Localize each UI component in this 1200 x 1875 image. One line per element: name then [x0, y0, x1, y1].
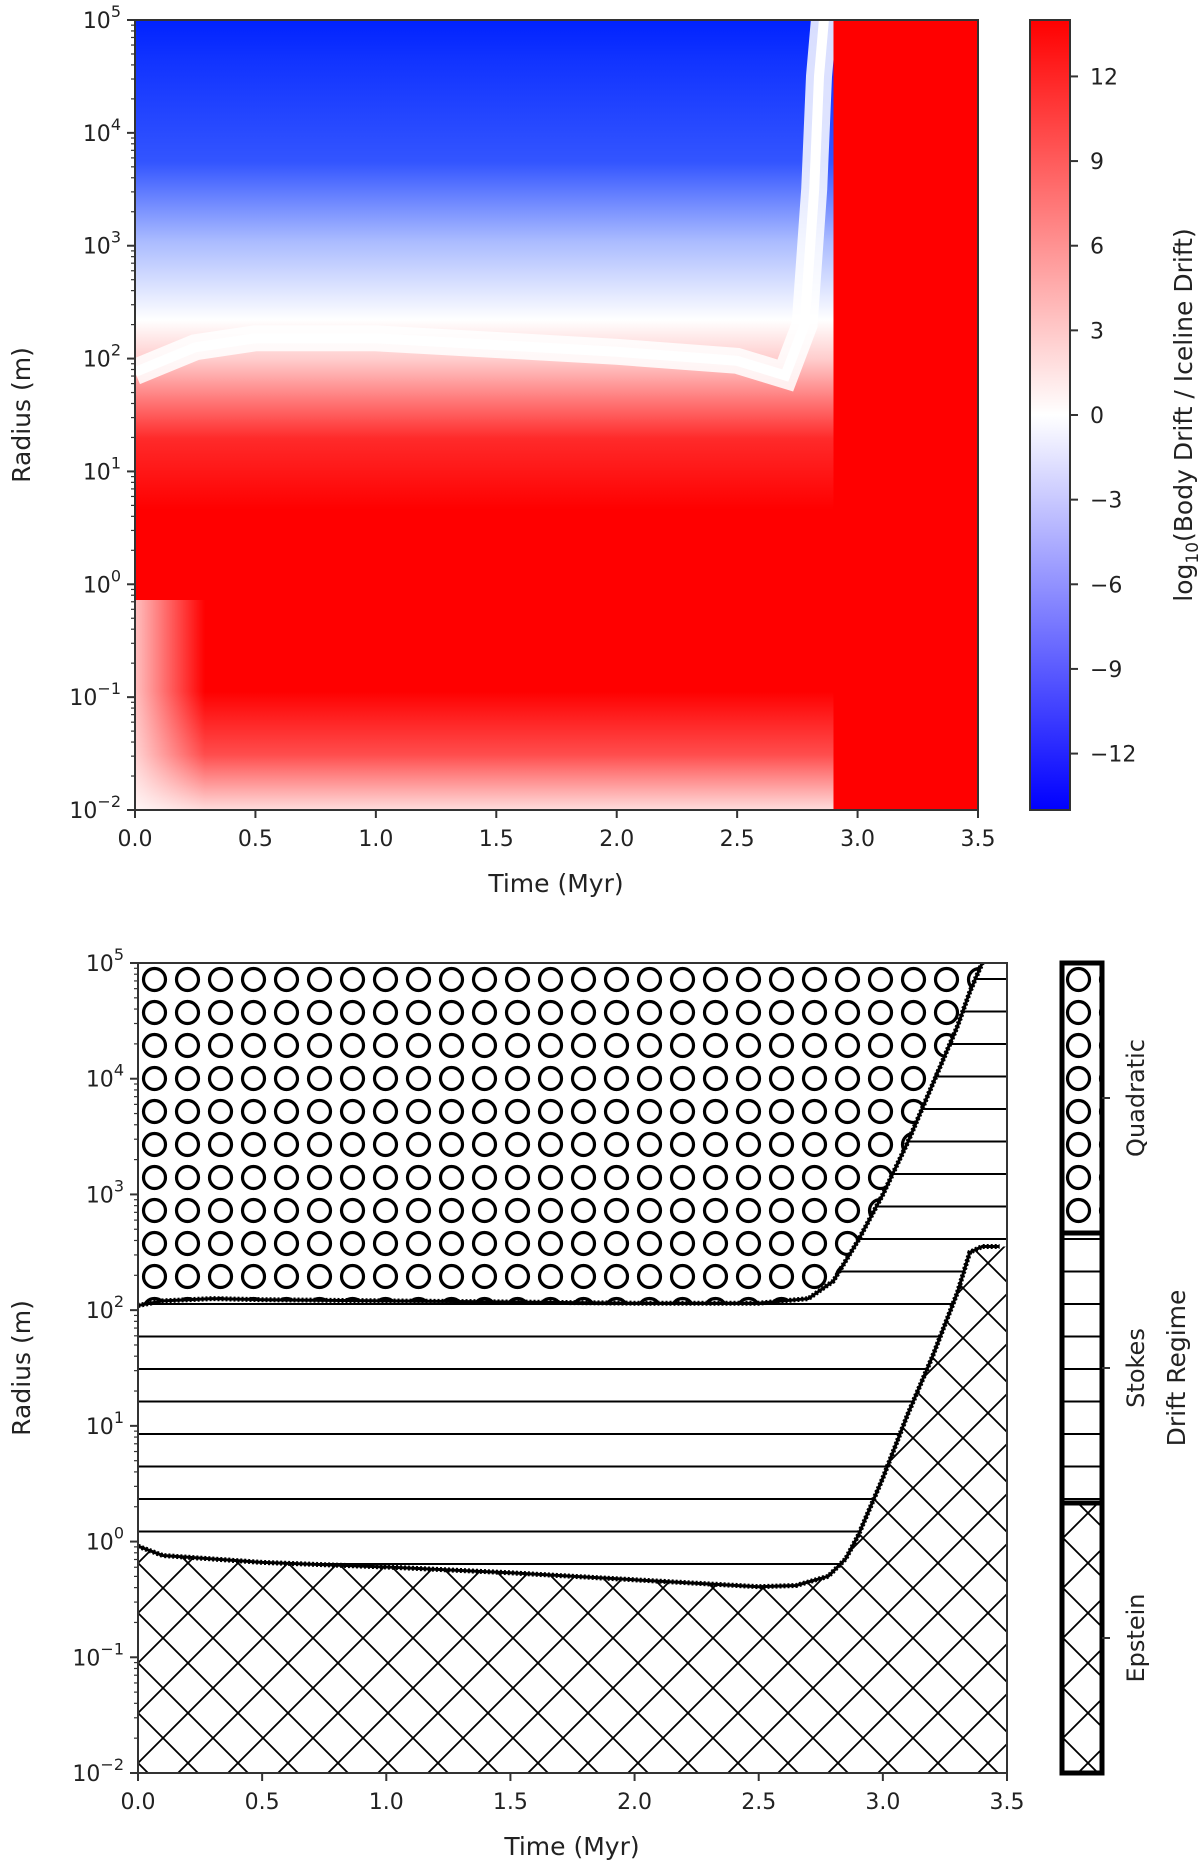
regime-y-ticks: 10−2 10−1 100 101 102 103 104 105 [72, 945, 138, 1787]
heatmap-xlabel: Time (Myr) [487, 869, 623, 898]
x-tick-label: 2.5 [720, 827, 755, 852]
regime-bar-quadratic [1062, 963, 1102, 1233]
regime-panel: 0.0 0.5 1.0 1.5 2.0 2.5 3.0 3.5 10−210−11001011… [7, 945, 1191, 1861]
y-tick-label: 101 [83, 453, 121, 485]
regime-xlabel: Time (Myr) [503, 1832, 639, 1861]
y-tick-label: 10−2 [69, 792, 121, 824]
zero-contour [135, 20, 829, 382]
colorbar-tick-label: −12 [1090, 743, 1136, 768]
x-tick-label: 1.0 [358, 827, 393, 852]
x-tick-label: 2.0 [617, 1790, 652, 1815]
y-tick-label: 102 [83, 341, 121, 373]
x-tick-label: 1.5 [479, 827, 514, 852]
heatmap-y-ticks: 10−2 10−1 100 101 102 103 104 105 [69, 2, 135, 824]
heatmap-frame [134, 19, 979, 811]
y-tick-label: 101 [86, 1408, 124, 1440]
colorbar-tick-label: 12 [1090, 65, 1118, 90]
heatmap-x-ticks: 0.0 0.5 1.0 1.5 2.0 2.5 3.0 3.5 [118, 810, 996, 852]
y-tick-label: 100 [83, 566, 121, 598]
x-tick-label: 0.5 [245, 1790, 280, 1815]
x-tick-label: 1.0 [369, 1790, 404, 1815]
x-tick-label: 3.5 [990, 1790, 1025, 1815]
y-tick-label: 104 [83, 115, 121, 147]
stokes-quadratic-boundary-solid [138, 963, 984, 1307]
regime-x-ticks: 0.0 0.5 1.0 1.5 2.0 2.5 3.0 3.5 [121, 1773, 1025, 1815]
x-tick-label: 1.5 [493, 1790, 528, 1815]
regime-bar-stokes [1062, 1233, 1102, 1503]
colorbar-tick-label: 3 [1090, 319, 1104, 344]
x-tick-label: 2.5 [741, 1790, 776, 1815]
epstein-stokes-boundary-solid [138, 1245, 1000, 1589]
y-tick-label: 103 [86, 1176, 124, 1208]
regime-bar-epstein [1062, 1503, 1102, 1773]
y-tick-label: 104 [86, 1061, 124, 1093]
regime-frame [137, 962, 1008, 1774]
y-tick-label: 103 [83, 228, 121, 260]
heatmap-colorbar [1029, 19, 1071, 811]
colorbar-tick-label: −6 [1090, 573, 1122, 598]
x-tick-label: 2.0 [599, 827, 634, 852]
regime-label-quadratic: Quadratic [1122, 1039, 1150, 1157]
colorbar-tick-label: 9 [1090, 150, 1104, 175]
colorbar-tick-label: −3 [1090, 489, 1122, 514]
heatmap-left-fade [135, 600, 205, 810]
y-tick-label: 10−2 [72, 1755, 124, 1787]
colorbar-tick-label: −9 [1090, 658, 1122, 683]
regime-ylabel: Radius (m) [7, 1300, 36, 1436]
epstein-hatch-region [138, 1246, 1007, 1773]
x-tick-label: 3.0 [865, 1790, 900, 1815]
x-tick-label: 3.0 [840, 827, 875, 852]
y-tick-label: 100 [86, 1524, 124, 1556]
y-tick-label: 10−1 [69, 679, 121, 711]
colorbar-label: log10(Body Drift / Iceline Drift) [1169, 228, 1200, 602]
x-tick-label: 0.5 [238, 827, 273, 852]
x-tick-label: 3.5 [961, 827, 996, 852]
regime-label-stokes: Stokes [1122, 1328, 1150, 1408]
colorbar-tick-label: 6 [1090, 235, 1104, 260]
y-tick-label: 102 [86, 1292, 124, 1324]
x-tick-label: 0.0 [118, 827, 153, 852]
regime-colorbar-label: Drift Regime [1162, 1290, 1191, 1447]
colorbar-ticks: 12 9 6 3 0 −3 −6 −9 −12 [1070, 65, 1136, 768]
colorbar-tick-label: 0 [1090, 404, 1104, 429]
heatmap-panel: 0.0 0.5 1.0 1.5 2.0 2.5 3.0 3.5 10−210−11001011… [7, 2, 1200, 898]
regime-label-epstein: Epstein [1122, 1594, 1150, 1683]
y-tick-label: 10−1 [72, 1639, 124, 1671]
y-tick-label: 105 [83, 2, 121, 34]
heatmap-ylabel: Radius (m) [7, 347, 36, 483]
quadratic-hatch-region [138, 963, 983, 1306]
y-tick-label: 105 [86, 945, 124, 977]
x-tick-label: 0.0 [121, 1790, 156, 1815]
saturated-region [833, 20, 978, 810]
